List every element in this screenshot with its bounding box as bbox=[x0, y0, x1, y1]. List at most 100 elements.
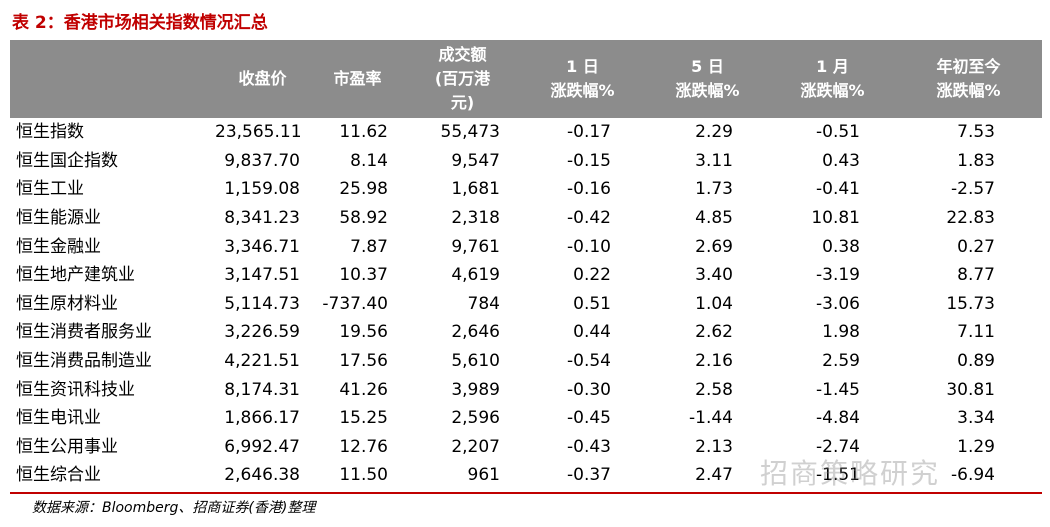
header-line: (百万港 bbox=[434, 69, 491, 88]
cell: 0.89 bbox=[957, 351, 995, 372]
cell: 0.51 bbox=[573, 293, 611, 314]
cell: 25.98 bbox=[339, 179, 388, 200]
cell: 22.83 bbox=[946, 208, 995, 229]
table-row: 恒生电讯业 1,866.17 15.25 2,596 -0.45 -1.44 -4.84 3.… bbox=[10, 404, 1042, 433]
cell: -737.40 bbox=[322, 293, 388, 314]
cell: -3.06 bbox=[816, 293, 860, 314]
watermark: 招商策略研究 bbox=[760, 457, 941, 490]
row-label: 恒生消费者服务业 bbox=[16, 322, 152, 343]
cell: -2.74 bbox=[816, 436, 860, 457]
cell: 1,159.08 bbox=[224, 179, 300, 200]
header-cell: 年初至今 涨跌幅% bbox=[895, 40, 1042, 118]
cell: 15.73 bbox=[946, 293, 995, 314]
header-cell bbox=[10, 40, 215, 118]
cell: -0.43 bbox=[567, 436, 611, 457]
cell: 3.34 bbox=[957, 408, 995, 429]
row-label: 恒生综合业 bbox=[16, 465, 101, 486]
row-label: 恒生原材料业 bbox=[16, 293, 118, 314]
cell: 9,547 bbox=[451, 150, 500, 171]
cell: 0.22 bbox=[573, 265, 611, 286]
table-row: 恒生消费品制造业 4,221.51 17.56 5,610 -0.54 2.16 2.59 0… bbox=[10, 347, 1042, 376]
cell: 1.29 bbox=[957, 436, 995, 457]
header-row: 收盘价 市盈率 成交额 (百万港 元) 1 日涨跌幅% 5 日涨跌幅% 1 月涨跌幅% 年初至今… bbox=[10, 40, 1042, 118]
cell: 8.77 bbox=[957, 265, 995, 286]
cell: 2.58 bbox=[695, 379, 733, 400]
cell: 7.87 bbox=[350, 236, 388, 257]
cell: 1,681 bbox=[451, 179, 500, 200]
cell: 2.59 bbox=[822, 351, 860, 372]
header-line: 5 日 bbox=[691, 57, 724, 76]
table-row: 恒生资讯科技业 8,174.31 41.26 3,989 -0.30 2.58 -1.45 3… bbox=[10, 375, 1042, 404]
data-table: 收盘价 市盈率 成交额 (百万港 元) 1 日涨跌幅% 5 日涨跌幅% 1 月涨跌幅% 年初至今… bbox=[10, 40, 1042, 490]
table-row: 恒生消费者服务业 3,226.59 19.56 2,646 0.44 2.62 1.98 7.… bbox=[10, 318, 1042, 347]
header-line: 涨跌幅% bbox=[936, 81, 1001, 100]
cell: 7.53 bbox=[957, 122, 995, 143]
cell: 7.11 bbox=[957, 322, 995, 343]
cell: 2,596 bbox=[451, 408, 500, 429]
cell: 2.16 bbox=[695, 351, 733, 372]
cell: 10.81 bbox=[811, 208, 860, 229]
cell: 6,992.47 bbox=[224, 436, 300, 457]
header-line: 成交额 bbox=[438, 45, 487, 64]
cell: 0.27 bbox=[957, 236, 995, 257]
row-label: 恒生国企指数 bbox=[16, 150, 118, 171]
cell: 2,646 bbox=[451, 322, 500, 343]
cell: 0.38 bbox=[822, 236, 860, 257]
cell: -0.17 bbox=[567, 122, 611, 143]
cell: -0.37 bbox=[567, 465, 611, 486]
header-line: 1 月 bbox=[816, 57, 849, 76]
cell: 30.81 bbox=[946, 379, 995, 400]
cell: 23,565.11 bbox=[215, 122, 302, 143]
cell: -0.30 bbox=[567, 379, 611, 400]
table-row: 恒生原材料业 5,114.73 -737.40 784 0.51 1.04 -3.06 15.… bbox=[10, 290, 1042, 319]
table-row: 恒生地产建筑业 3,147.51 10.37 4,619 0.22 3.40 -3.19 8.… bbox=[10, 261, 1042, 290]
cell: 8.14 bbox=[350, 150, 388, 171]
cell: -1.45 bbox=[816, 379, 860, 400]
cell: 0.43 bbox=[822, 150, 860, 171]
cell: -2.57 bbox=[951, 179, 995, 200]
header-line: 1 日 bbox=[566, 57, 599, 76]
header-line: 元) bbox=[450, 93, 475, 112]
cell: -0.10 bbox=[567, 236, 611, 257]
table-row: 恒生工业 1,159.08 25.98 1,681 -0.16 1.73 -0.41 -2.5… bbox=[10, 175, 1042, 204]
cell: 3.40 bbox=[695, 265, 733, 286]
cell: 17.56 bbox=[339, 351, 388, 372]
cell: 1.83 bbox=[957, 150, 995, 171]
cell: -1.51 bbox=[816, 465, 860, 486]
header-line: 涨跌幅% bbox=[550, 81, 615, 100]
header-cell: 收盘价 bbox=[215, 40, 310, 118]
cell: 3,226.59 bbox=[224, 322, 300, 343]
cell: 1.04 bbox=[695, 293, 733, 314]
cell: 2.62 bbox=[695, 322, 733, 343]
cell: -1.44 bbox=[689, 408, 733, 429]
cell: -0.45 bbox=[567, 408, 611, 429]
cell: 41.26 bbox=[339, 379, 388, 400]
row-label: 恒生能源业 bbox=[16, 208, 101, 229]
header-line: 市盈率 bbox=[333, 69, 382, 88]
cell: 1.73 bbox=[695, 179, 733, 200]
header-cell: 市盈率 bbox=[310, 40, 405, 118]
cell: 5,610 bbox=[451, 351, 500, 372]
cell: 10.37 bbox=[339, 265, 388, 286]
cell: 2,207 bbox=[451, 436, 500, 457]
cell: -3.19 bbox=[816, 265, 860, 286]
cell: 5,114.73 bbox=[224, 293, 300, 314]
bottom-rule bbox=[10, 492, 1042, 494]
header-cell: 5 日涨跌幅% bbox=[645, 40, 770, 118]
header-line: 涨跌幅% bbox=[800, 81, 865, 100]
table-title: 表 2：香港市场相关指数情况汇总 bbox=[12, 13, 268, 33]
header-cell: 1 日涨跌幅% bbox=[520, 40, 645, 118]
row-label: 恒生地产建筑业 bbox=[16, 265, 135, 286]
cell: -6.94 bbox=[951, 465, 995, 486]
cell: -0.51 bbox=[816, 122, 860, 143]
cell: -0.16 bbox=[567, 179, 611, 200]
cell: 2,646.38 bbox=[224, 465, 300, 486]
cell: -0.42 bbox=[567, 208, 611, 229]
table-row: 恒生金融业 3,346.71 7.87 9,761 -0.10 2.69 0.38 0.27 bbox=[10, 232, 1042, 261]
cell: 9,837.70 bbox=[224, 150, 300, 171]
cell: 12.76 bbox=[339, 436, 388, 457]
header-cell: 1 月涨跌幅% bbox=[770, 40, 895, 118]
cell: 2.47 bbox=[695, 465, 733, 486]
cell: 2.13 bbox=[695, 436, 733, 457]
